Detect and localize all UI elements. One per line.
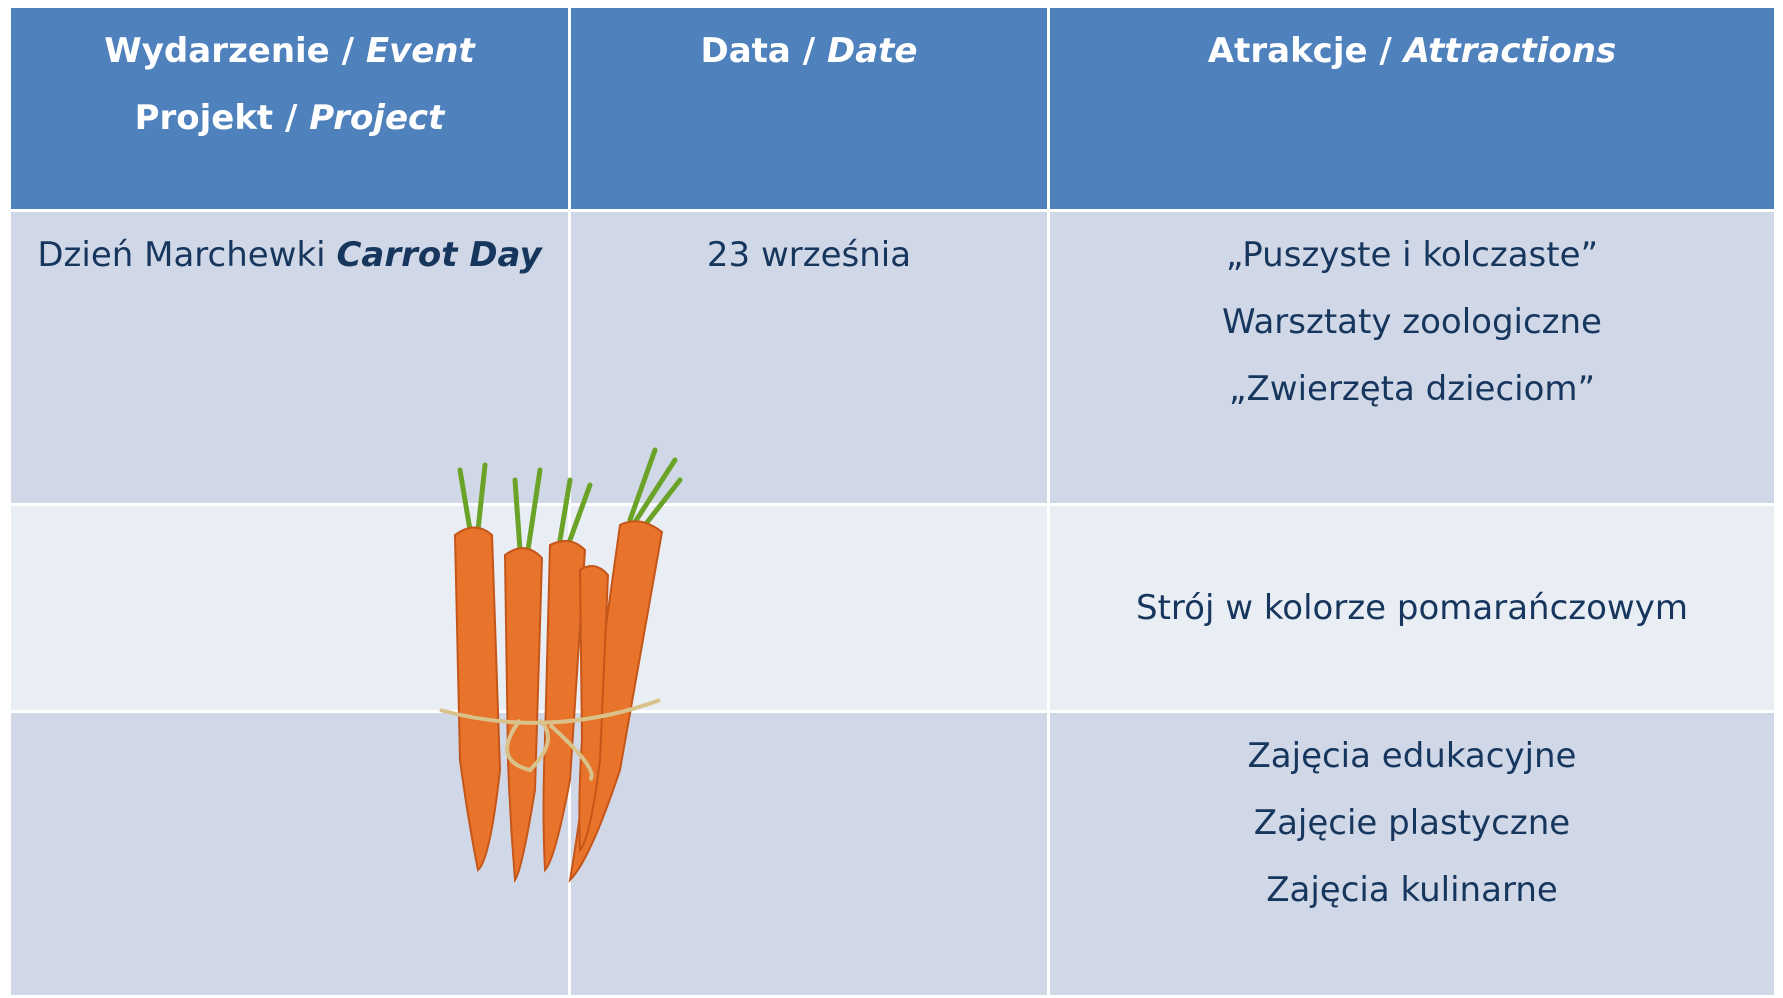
cell-line: Atrakcje / Attractions	[1050, 18, 1774, 85]
cell-text: Projekt /	[135, 98, 298, 138]
cell-line: Wydarzenie / Event	[11, 18, 568, 85]
carrot-image	[430, 440, 750, 920]
cell-line: Zajęcia kulinarne	[1050, 857, 1774, 924]
cell-text: Zajęcia edukacyjne	[1248, 736, 1577, 776]
table-cell: Strój w kolorze pomarańczowym	[1050, 506, 1774, 710]
cell-line: Projekt / Project	[11, 85, 568, 152]
header-cell: Atrakcje / Attractions	[1050, 8, 1774, 209]
cell-line: „Puszyste i kolczaste”	[1050, 222, 1774, 289]
cell-line: Dzień Marchewki Carrot Day	[11, 222, 568, 289]
cell-text: Strój w kolorze pomarańczowym	[1136, 588, 1688, 628]
header-cell: Data / Date	[571, 8, 1047, 209]
cell-text: Wydarzenie /	[104, 31, 354, 71]
cell-text: Project	[309, 98, 444, 138]
cell-text: Warsztaty zoologiczne	[1222, 302, 1602, 342]
table-cell: „Puszyste i kolczaste” Warsztaty zoologic…	[1050, 212, 1774, 503]
cell-line: Zajęcia edukacyjne	[1050, 723, 1774, 790]
cell-line: Strój w kolorze pomarańczowym	[1050, 575, 1774, 642]
cell-line: Zajęcie plastyczne	[1050, 790, 1774, 857]
page: Wydarzenie / EventProjekt / ProjectData …	[0, 0, 1783, 998]
cell-text: Date	[827, 31, 917, 71]
cell-text: „Zwierzęta dzieciom”	[1229, 369, 1595, 409]
table-cell: Zajęcia edukacyjne Zajęcie plastyczne Zaję…	[1050, 713, 1774, 995]
cell-text: Event	[366, 31, 475, 71]
cell-line: Warsztaty zoologiczne	[1050, 289, 1774, 356]
cell-text: „Puszyste i kolczaste”	[1226, 235, 1598, 275]
cell-text: Atrakcje /	[1208, 31, 1392, 71]
cell-line: 23 września	[571, 222, 1047, 289]
cell-text: Carrot Day	[336, 235, 541, 275]
cell-text: 23 września	[707, 235, 911, 275]
cell-text: Attractions	[1404, 31, 1617, 71]
cell-line: Data / Date	[571, 18, 1047, 85]
cell-text: Dzień Marchewki	[37, 235, 325, 275]
cell-text: Data /	[701, 31, 816, 71]
cell-text: Zajęcia kulinarne	[1266, 870, 1558, 910]
cell-line: „Zwierzęta dzieciom”	[1050, 356, 1774, 423]
cell-text: Zajęcie plastyczne	[1254, 803, 1570, 843]
